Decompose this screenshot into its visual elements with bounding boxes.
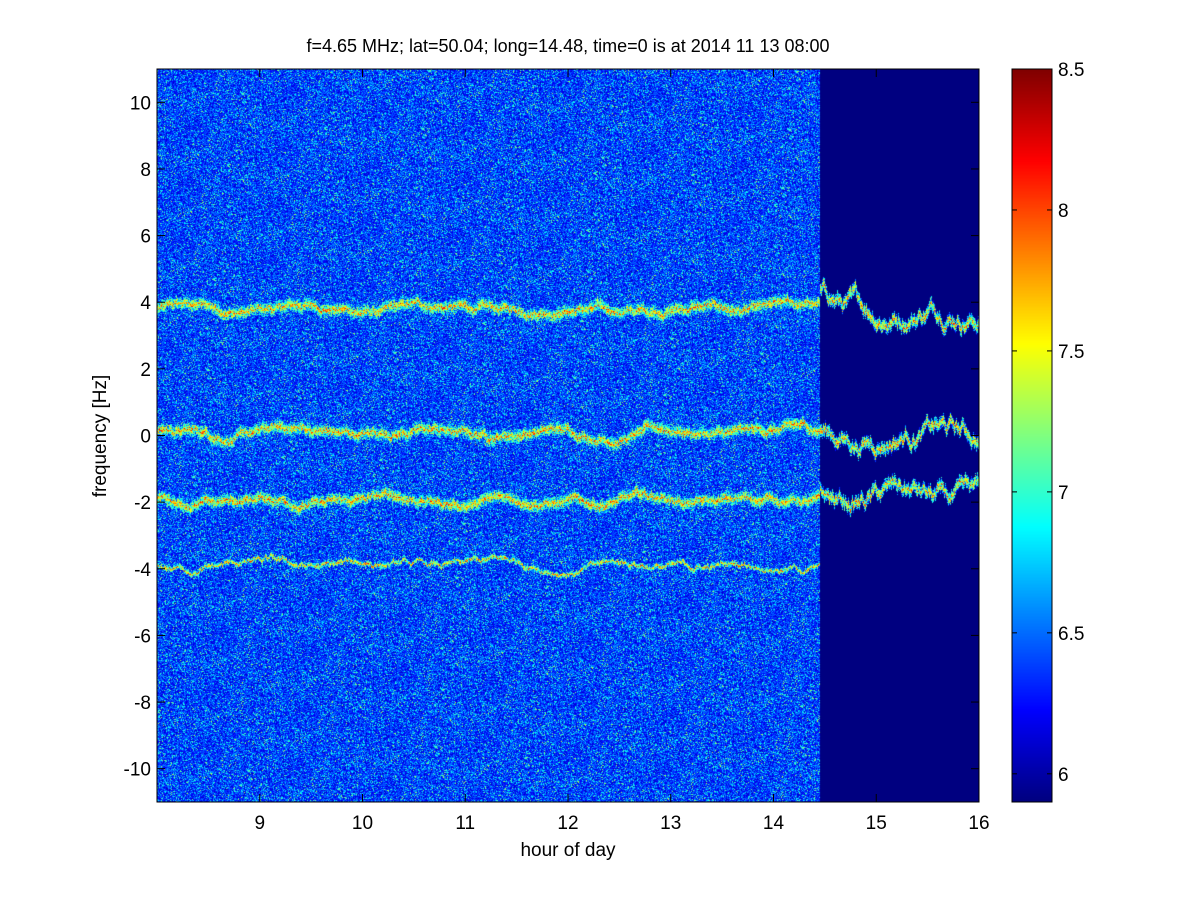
y-tick-label: 6	[140, 227, 151, 248]
colorbar-tick-label: 8.5	[1058, 60, 1084, 81]
colorbar-tick-label: 7	[1058, 483, 1069, 504]
y-tick-label: 2	[140, 360, 151, 381]
x-tick-label: 15	[866, 813, 887, 834]
colorbar-gradient	[1012, 69, 1052, 802]
x-tick-label: 14	[763, 813, 785, 834]
x-tick-label: 12	[557, 813, 578, 834]
colorbar-tick-label: 6.5	[1058, 624, 1084, 645]
y-tick-label: -2	[134, 493, 151, 514]
y-tick-label: 0	[140, 427, 151, 448]
heatmap-image	[157, 69, 979, 802]
y-tick-label: -8	[134, 693, 151, 714]
y-axis: 10 8 6 4 2 0 -2 -4 -6 -8 -10	[124, 93, 979, 781]
x-tick-label: 9	[254, 813, 265, 834]
x-tick-label: 10	[352, 813, 373, 834]
x-tick-label: 11	[455, 813, 475, 834]
y-tick-label: 10	[130, 93, 151, 114]
chart-title: f=4.65 MHz; lat=50.04; long=14.48, time=…	[306, 36, 829, 56]
x-tick-label: 16	[968, 813, 989, 834]
plot-area	[156, 68, 980, 803]
y-tick-label: 4	[140, 293, 151, 314]
colorbar-frame	[1011, 68, 1053, 803]
x-axis: 9 10 11 12 13 14 15 16	[254, 69, 990, 834]
colorbar-tick-label: 8	[1058, 201, 1069, 222]
y-tick-label: -6	[134, 626, 151, 647]
x-axis-label: hour of day	[520, 840, 616, 861]
y-tick-label: -4	[134, 560, 151, 581]
y-tick-label: 8	[140, 160, 151, 181]
colorbar-ticks: 6 6.5 7 7.5 8 8.5	[1012, 60, 1084, 786]
y-tick-label: -10	[124, 760, 151, 781]
x-tick-label: 13	[660, 813, 681, 834]
colorbar-tick-label: 6	[1058, 765, 1069, 786]
y-axis-label: frequency [Hz]	[90, 375, 111, 498]
colorbar: 6 6.5 7 7.5 8 8.5	[1011, 60, 1084, 803]
colorbar-tick-label: 7.5	[1058, 342, 1084, 363]
